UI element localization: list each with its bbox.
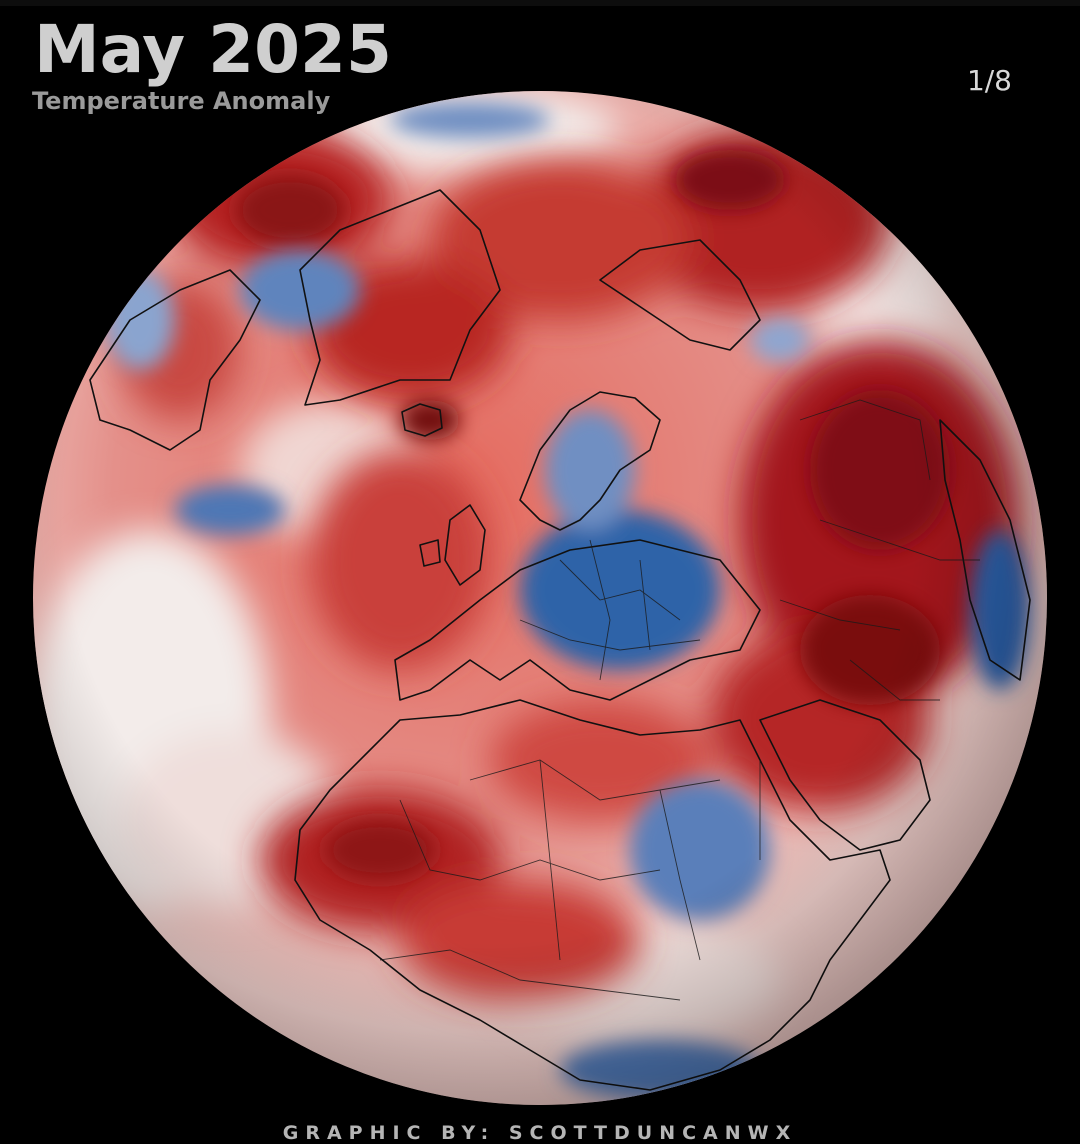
top-status-strip [0,0,1080,6]
graphic-credit: GRAPHIC BY: SCOTTDUNCANWX [282,1122,798,1144]
map-subtitle: Temperature Anomaly [32,87,331,115]
page-counter[interactable]: 1/8 [966,64,1012,97]
map-title: May 2025 [34,11,392,88]
